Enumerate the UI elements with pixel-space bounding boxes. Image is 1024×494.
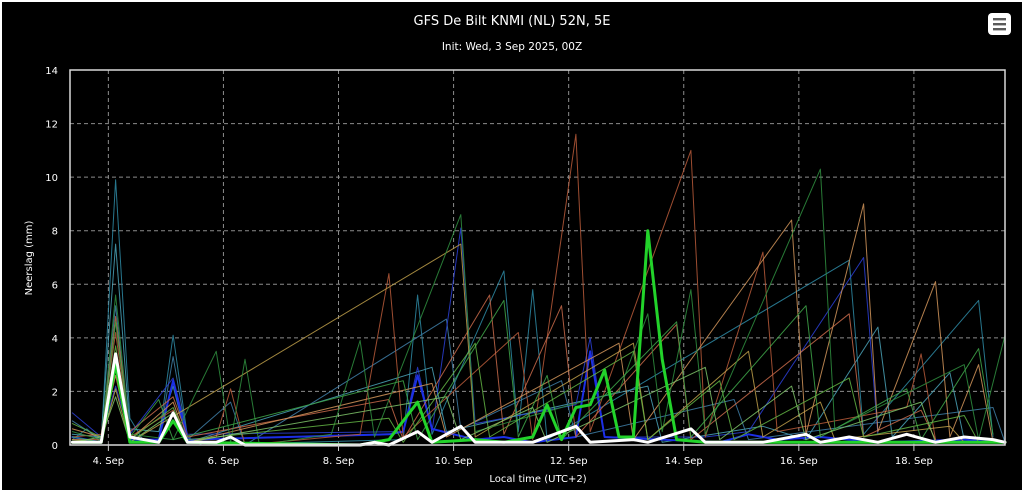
x-axis-ticks: 4. Sep 6. Sep 8. Sep 10. Sep 12. Sep 14. Sep 1… xyxy=(93,445,933,467)
series-line xyxy=(71,168,1006,446)
y-tick-label: 10 xyxy=(45,173,58,184)
hamburger-bar xyxy=(993,28,1006,31)
y-tick-label: 12 xyxy=(45,120,58,131)
x-tick-label: 8. Sep xyxy=(323,456,355,467)
x-tick-label: 6. Sep xyxy=(208,456,240,467)
series-line xyxy=(71,299,994,443)
series-line xyxy=(70,352,1007,447)
chart-menu-button[interactable] xyxy=(988,13,1011,35)
x-axis-label: Local time (UTC+2) xyxy=(489,474,586,485)
y-tick-label: 2 xyxy=(52,387,58,398)
plot-frame-group xyxy=(69,69,1006,446)
series-group xyxy=(70,133,1007,447)
y-tick-label: 14 xyxy=(45,66,58,77)
series-line xyxy=(71,243,965,443)
x-tick-label: 10. Sep xyxy=(435,456,473,467)
x-tick-label: 18. Sep xyxy=(895,456,933,467)
y-axis-ticks: 0 2 4 6 8 10 12 14 xyxy=(45,66,58,452)
x-tick-label: 12. Sep xyxy=(550,456,588,467)
y-tick-label: 0 xyxy=(52,441,58,452)
hamburger-bar xyxy=(993,23,1006,26)
y-tick-label: 4 xyxy=(52,334,58,345)
hamburger-menu-icon xyxy=(993,18,1006,31)
y-tick-label: 8 xyxy=(52,227,58,238)
x-tick-label: 16. Sep xyxy=(780,456,818,467)
y-axis-label: Neerslag (mm) xyxy=(24,220,35,295)
chart-title: GFS De Bilt KNMI (NL) 52N, 5E xyxy=(414,14,611,29)
grid xyxy=(70,70,1005,445)
x-tick-label: 4. Sep xyxy=(93,456,125,467)
plot-frame xyxy=(69,69,1006,446)
hamburger-bar xyxy=(993,18,1006,21)
chart-subtitle: Init: Wed, 3 Sep 2025, 00Z xyxy=(442,41,582,53)
x-tick-label: 14. Sep xyxy=(665,456,703,467)
y-tick-label: 6 xyxy=(52,280,58,291)
series-line xyxy=(71,366,936,443)
